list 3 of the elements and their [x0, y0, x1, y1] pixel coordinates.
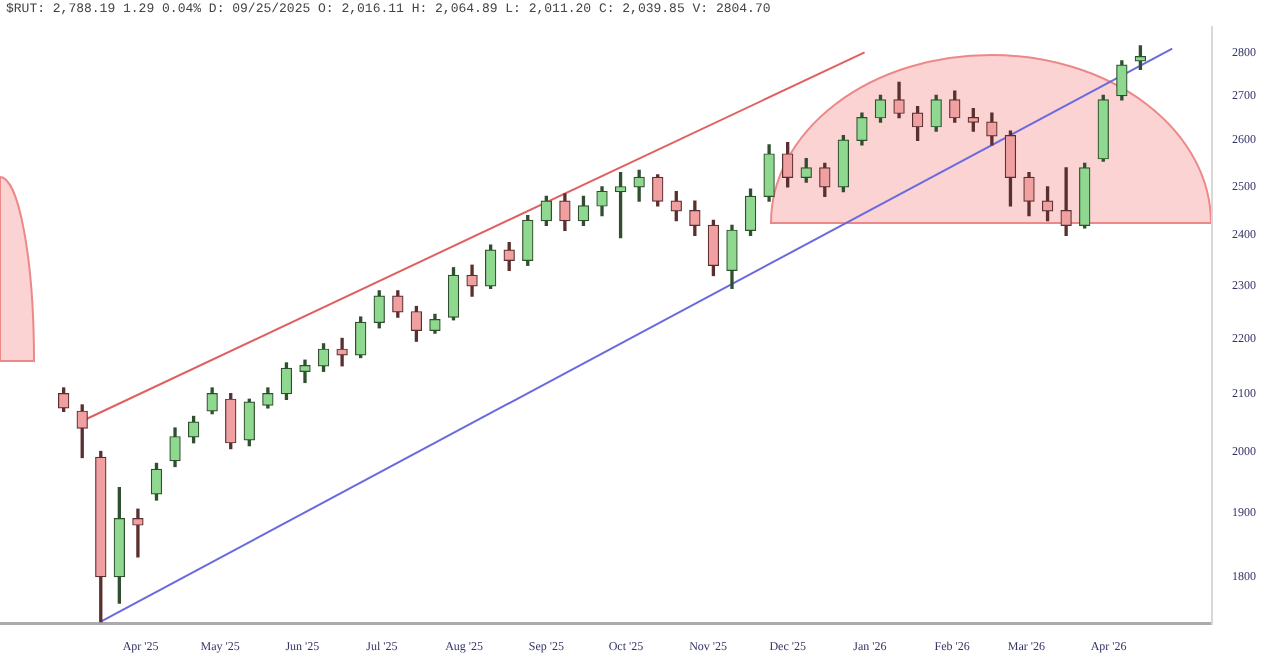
- candlestick: [336, 337, 348, 367]
- candlestick: [132, 508, 144, 558]
- candlestick: [1060, 167, 1072, 236]
